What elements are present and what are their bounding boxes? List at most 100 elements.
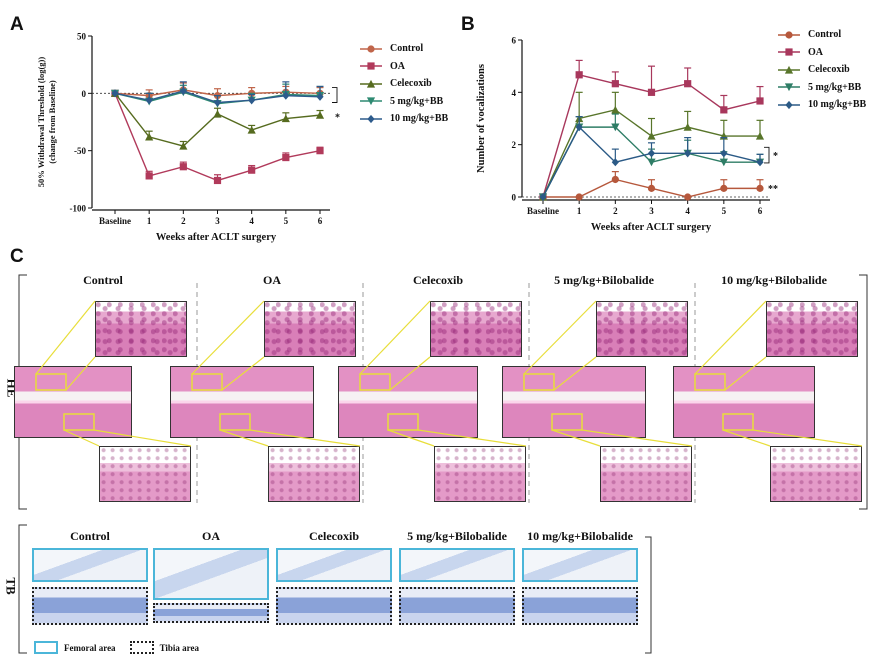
tb-femoral-image <box>32 548 148 582</box>
legend-label: 10 mg/kg+BB <box>390 113 449 125</box>
he-column-title: 5 mg/kg+Bilobalide <box>554 273 654 287</box>
legend-swatch-marker <box>785 48 793 56</box>
chart-a-withdrawal-threshold: 50 0 -50 -100 Baseline 1 2 3 4 5 6 Weeks after ACLT… <box>36 32 340 244</box>
legend-label: OA <box>808 46 823 58</box>
panel-label-b: B <box>461 14 475 35</box>
y-axis-label: Number of vocalizations <box>476 64 487 173</box>
legend-item: 10 mg/kg+BB <box>360 110 448 128</box>
legend-swatch-marker <box>366 79 376 88</box>
legend-label: 10 mg/kg+BB <box>808 99 867 111</box>
tb-side-label: TB <box>3 577 19 595</box>
legend-swatch <box>778 83 800 92</box>
tb-legend-tibia: Tibia area <box>159 642 199 653</box>
significance-mark: * <box>773 151 778 162</box>
data-point <box>315 111 325 119</box>
x-tick-label: 5 <box>722 206 727 216</box>
data-point <box>720 106 728 114</box>
legend-swatch-marker <box>785 31 793 39</box>
data-point <box>179 163 187 171</box>
data-point <box>111 89 119 98</box>
femoral-swatch <box>34 641 58 654</box>
legend-swatch <box>360 62 382 70</box>
legend-label: Control <box>390 43 424 55</box>
data-point <box>647 158 656 167</box>
data-point <box>316 92 324 101</box>
tb-tibia-image <box>153 603 269 623</box>
tb-femoral-image <box>522 548 638 582</box>
he-overview-image <box>502 366 646 438</box>
data-point <box>720 149 728 158</box>
legend-label: OA <box>390 60 405 72</box>
data-point <box>575 193 583 201</box>
he-column-title: 10 mg/kg+Bilobalide <box>721 273 827 287</box>
data-point <box>756 158 764 167</box>
data-point <box>145 172 153 180</box>
legend-swatch-marker <box>367 114 375 123</box>
he-zoom-femoral-image <box>596 301 688 357</box>
y-tick-label: -50 <box>74 146 86 156</box>
y-axis-label-group: Number of vocalizations <box>476 64 487 173</box>
he-overview-image <box>338 366 478 438</box>
x-tick-label: 6 <box>758 206 763 216</box>
data-point <box>539 192 547 202</box>
x-tick-label: 1 <box>577 206 582 216</box>
legend-swatch <box>360 114 382 123</box>
tibia-swatch <box>129 641 154 654</box>
legend-swatch <box>778 48 800 56</box>
data-point <box>282 91 290 100</box>
x-tick-label: 4 <box>249 216 254 226</box>
series-10-mg-kg-bb <box>111 81 324 107</box>
data-point <box>145 132 154 141</box>
tb-column-title: 5 mg/kg+Bilobalide <box>407 529 507 543</box>
legend-item: OA <box>778 44 866 62</box>
data-point <box>684 80 692 88</box>
y-tick-label: -100 <box>70 204 87 214</box>
x-tick-label: 6 <box>318 216 323 226</box>
legend-item: Celecoxib <box>778 61 866 79</box>
data-point <box>248 96 256 105</box>
data-point <box>575 71 583 79</box>
data-point <box>611 80 619 88</box>
legend-label: Control <box>808 29 842 41</box>
tb-tibia-image <box>399 587 515 625</box>
data-point <box>684 193 692 201</box>
chart-b-vocalizations: 6 4 2 0 Baseline 1 2 3 4 5 6 Weeks after ACLT surge… <box>476 36 778 234</box>
tb-brackets <box>18 524 652 654</box>
data-point <box>755 131 765 140</box>
legend-label: Celecoxib <box>390 78 432 90</box>
legend-item: Celecoxib <box>360 75 448 93</box>
data-point <box>281 114 290 123</box>
he-overview-image <box>673 366 815 438</box>
legend-swatch-marker <box>784 65 794 74</box>
tb-legend-femoral: Femoral area <box>64 642 116 653</box>
panel-label-a: A <box>10 14 24 35</box>
y-tick-label: 2 <box>512 140 517 150</box>
x-tick-label: Baseline <box>527 206 559 216</box>
data-point <box>756 184 764 192</box>
legend-item: 10 mg/kg+BB <box>778 96 866 114</box>
tb-femoral-image <box>276 548 392 582</box>
tb-column-title: Celecoxib <box>309 529 359 543</box>
legend-swatch-marker <box>367 45 375 53</box>
data-point <box>683 123 692 131</box>
legend-label: 5 mg/kg+BB <box>808 81 862 93</box>
data-point <box>145 96 153 105</box>
x-tick-label: 3 <box>215 216 220 226</box>
he-column-title: Control <box>83 273 123 287</box>
tb-femoral-image <box>399 548 515 582</box>
chart-a-legend: Control OA Celecoxib 5 mg/kg+BB 10 mg/kg+BB <box>360 40 448 128</box>
legend-swatch <box>360 79 382 88</box>
y-tick-label: 4 <box>512 88 517 98</box>
x-tick-label: 2 <box>613 206 618 216</box>
tb-tibia-image <box>276 587 392 625</box>
x-tick-label: 2 <box>181 216 186 226</box>
he-zoom-femoral-image <box>95 301 187 357</box>
he-zoom-tibia-image <box>770 446 862 502</box>
y-tick-label: 0 <box>512 193 517 203</box>
y-axis-label-group: 50% Withdrawal Threshold (log(g)) (change… <box>36 57 57 188</box>
x-axis-label: Weeks after ACLT surgery <box>591 222 712 233</box>
data-point <box>756 97 764 105</box>
series-oa <box>539 59 764 201</box>
y-axis-label-line1: 50% Withdrawal Threshold (log(g)) <box>36 57 46 188</box>
x-tick-label: 4 <box>685 206 690 216</box>
